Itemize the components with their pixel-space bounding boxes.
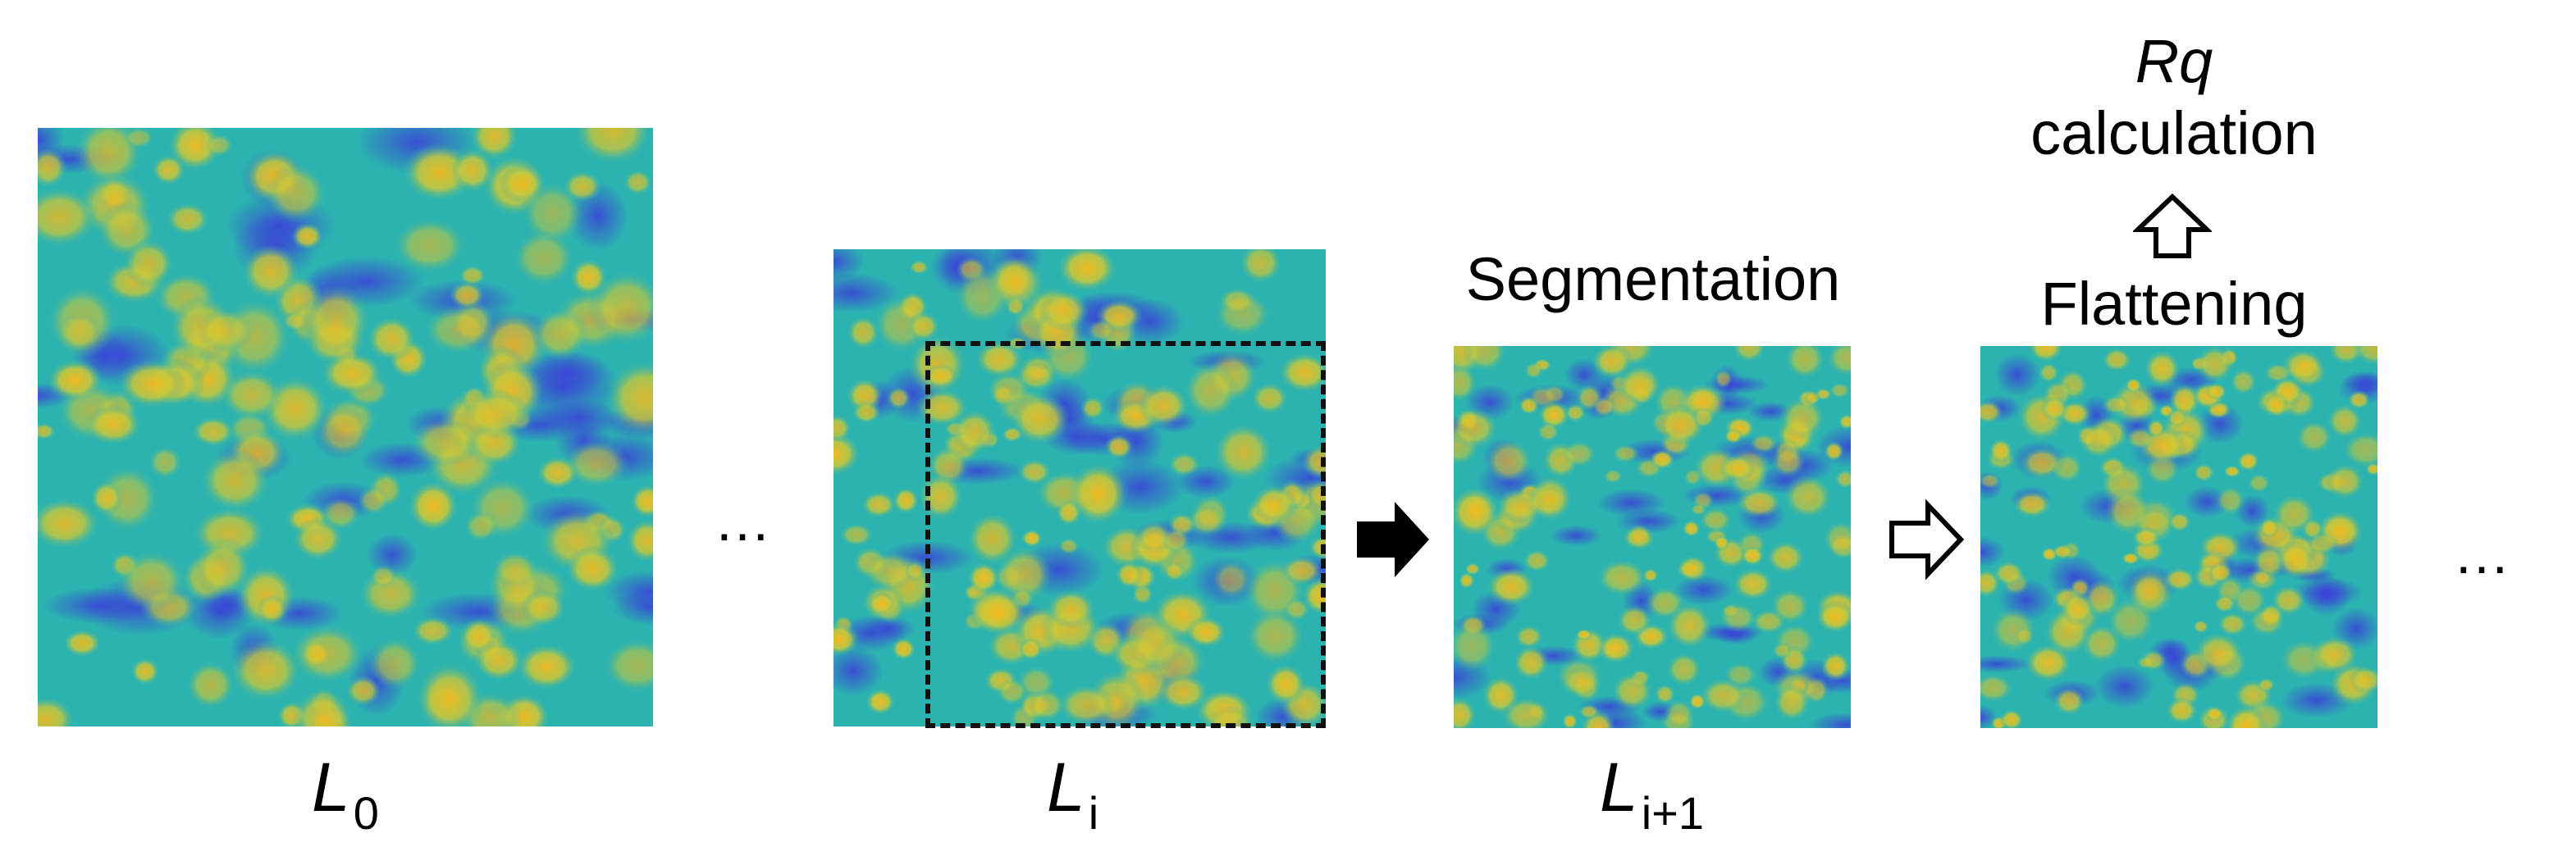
label-l0: L0 [312,749,379,839]
label-li: Li [1047,749,1099,839]
label-li1: Li+1 [1600,749,1705,839]
crop-region-box [925,341,1326,728]
rq-calculation-label: Rq calculation [2002,31,2346,164]
segmentation-arrow-icon [1357,502,1429,577]
surface-image-li1 [1454,346,1851,728]
segmentation-label: Segmentation [1465,245,1841,313]
flattening-label: Flattening [2040,270,2308,338]
ellipsis-left: … [714,489,783,553]
surface-image-l0 [38,128,653,726]
surface-image-flattened [1980,346,2377,728]
ellipsis-right: … [2453,521,2522,585]
rq-up-arrow-icon [2133,194,2212,258]
flattening-arrow-icon [1889,499,1965,581]
rq-calculation-text: calculation [2030,99,2318,167]
surface-map-l0 [38,128,653,726]
surface-map-li1 [1454,346,1851,728]
rq-symbol: Rq [2135,27,2213,95]
surface-map-flattened [1980,346,2377,728]
